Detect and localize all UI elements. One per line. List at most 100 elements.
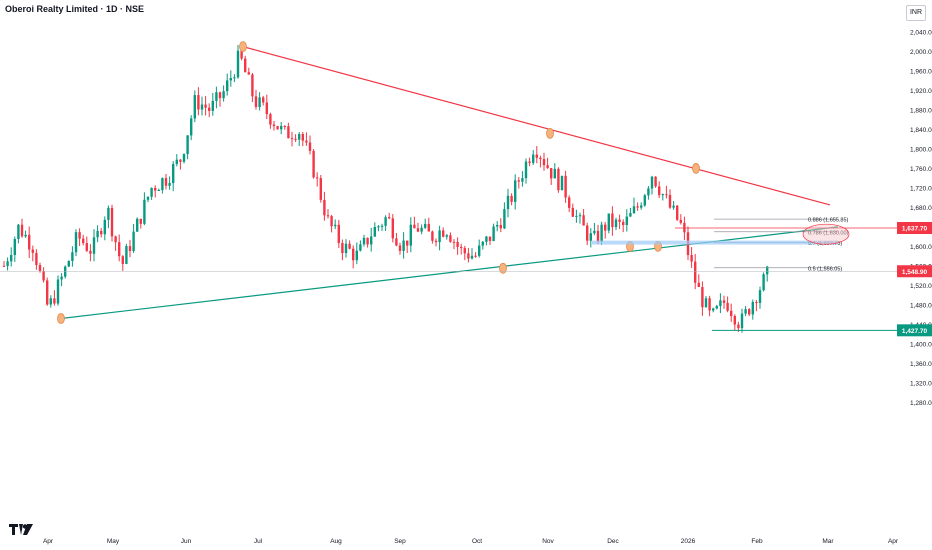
candle-up xyxy=(607,213,610,231)
price-tick-label: 1,320.00 xyxy=(910,380,932,387)
candle-up xyxy=(10,255,13,262)
candle-down xyxy=(499,224,502,229)
candle-up xyxy=(49,298,52,305)
candle-up xyxy=(632,206,636,214)
price-tick-label: 1,760.00 xyxy=(910,166,932,173)
candle-down xyxy=(737,324,740,329)
candle-down xyxy=(179,159,182,162)
candle-down xyxy=(391,218,394,239)
candle-down xyxy=(701,287,704,308)
candle-up xyxy=(229,78,232,81)
candle-down xyxy=(622,221,625,226)
candle-up xyxy=(704,298,708,308)
candle-up xyxy=(481,241,484,246)
candle-down xyxy=(427,223,430,232)
candle-up xyxy=(553,168,556,179)
candle-up xyxy=(524,161,528,179)
candle-down xyxy=(46,280,49,305)
time-tick-label: May xyxy=(107,538,120,545)
candle-down xyxy=(139,218,142,224)
price-tick-label: 1,880.00 xyxy=(910,107,932,114)
candle-down xyxy=(722,300,726,303)
candle-down xyxy=(542,159,546,166)
axis-layer: 2,040.00 2,000.00 1,960.00 1,920.00 1,880.00… xyxy=(43,30,932,545)
fib-level-label: 0.5 (1,556.05) xyxy=(808,266,842,272)
candle-down xyxy=(348,243,351,249)
candle-up xyxy=(470,255,474,259)
candle-up xyxy=(744,309,747,314)
time-tick-label: Jul xyxy=(254,538,263,545)
candle-up xyxy=(503,209,506,229)
candle-up xyxy=(485,236,488,242)
candle-down xyxy=(611,213,614,228)
price-tick-label: 1,720.00 xyxy=(910,185,932,192)
candle-down xyxy=(197,95,200,110)
candle-down xyxy=(251,74,254,97)
candle-up xyxy=(521,178,524,182)
price-badge xyxy=(897,265,932,278)
candle-down xyxy=(726,302,729,311)
candle-down xyxy=(287,126,290,139)
candle-down xyxy=(406,240,409,246)
candle-up xyxy=(373,227,376,237)
candle-down xyxy=(546,165,549,169)
candle-up xyxy=(438,230,441,243)
candle-up xyxy=(190,118,193,136)
candle-up xyxy=(661,194,664,196)
time-tick-label: Jun xyxy=(181,538,192,545)
candle-up xyxy=(125,246,128,264)
candle-down xyxy=(204,104,207,108)
candle-down xyxy=(636,206,639,208)
touch-point-marker xyxy=(692,163,700,174)
candle-up xyxy=(233,77,236,79)
candle-up xyxy=(359,244,362,251)
candle-up xyxy=(492,226,495,241)
candle-down xyxy=(568,197,571,208)
price-tick-label: 1,600.00 xyxy=(910,244,932,251)
chart-title: Oberoi Realty Limited · 1D · NSE xyxy=(5,4,145,14)
time-tick-label: Mar xyxy=(822,538,834,545)
candle-up xyxy=(107,207,110,220)
candle-down xyxy=(283,126,286,128)
candle-down xyxy=(510,195,513,202)
candle-down xyxy=(89,250,92,254)
candle-down xyxy=(341,242,344,254)
candle-up xyxy=(67,261,70,267)
candle-down xyxy=(434,240,438,243)
candle-down xyxy=(2,265,6,267)
candle-up xyxy=(614,219,618,228)
candle-up xyxy=(647,188,650,196)
candle-down xyxy=(294,138,297,140)
time-tick-label: Nov xyxy=(542,538,554,545)
resistance-trendline[interactable] xyxy=(242,46,831,206)
candle-down xyxy=(366,237,369,245)
candle-down xyxy=(218,92,222,99)
candle-down xyxy=(618,219,621,222)
candle-up xyxy=(175,159,178,165)
price-tick-label: 1,960.00 xyxy=(910,68,932,75)
candle-up xyxy=(17,224,20,240)
candle-up xyxy=(60,276,63,280)
price-tick-label: 1,680.00 xyxy=(910,205,932,212)
candle-up xyxy=(715,306,718,309)
candle-up xyxy=(712,308,715,311)
candle-down xyxy=(431,231,434,241)
candle-down xyxy=(683,222,686,233)
candle-down xyxy=(85,243,88,251)
candle-up xyxy=(384,217,387,226)
candle-down xyxy=(550,168,553,179)
price-badge xyxy=(897,324,932,337)
candle-down xyxy=(316,177,319,179)
fib-level-label: 0.786 (1,630.00) xyxy=(808,230,849,236)
candle-up xyxy=(751,301,754,315)
time-tick-label: Apr xyxy=(888,538,899,545)
candle-down xyxy=(164,178,168,186)
currency-button[interactable]: INR xyxy=(906,5,926,21)
candle-down xyxy=(539,157,542,160)
candle-up xyxy=(344,243,348,254)
candle-down xyxy=(78,232,81,239)
candle-up xyxy=(532,154,535,163)
time-tick-label: Sep xyxy=(394,538,406,545)
candle-up xyxy=(719,300,722,307)
